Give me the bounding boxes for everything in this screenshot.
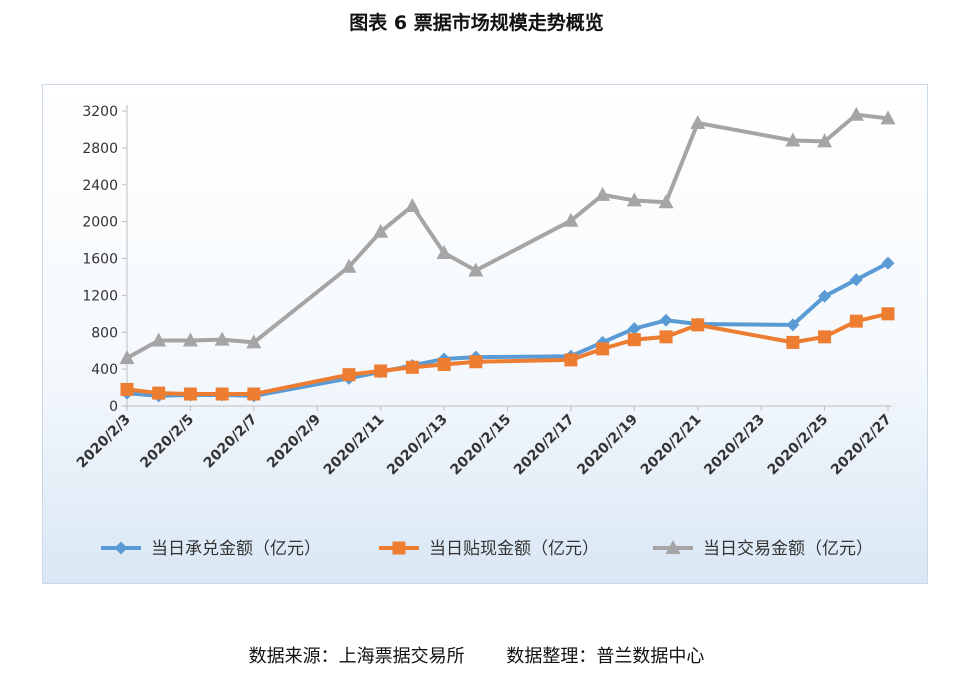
- data-compiler: 数据整理：普兰数据中心: [506, 646, 705, 667]
- data-point-2: [246, 334, 262, 349]
- data-point-2: [119, 350, 135, 365]
- data-point-1: [342, 368, 356, 382]
- x-tick-label: 2020/2/11: [321, 412, 388, 479]
- data-point-1: [247, 387, 261, 401]
- data-point-2: [563, 212, 579, 227]
- legend-marker-1: [392, 541, 406, 555]
- data-point-2: [658, 194, 674, 209]
- x-tick-label: 2020/2/25: [765, 412, 832, 479]
- series-line-2: [125, 112, 890, 361]
- data-point-2: [373, 223, 389, 238]
- data-point-1: [786, 335, 800, 349]
- chart-title: 图表 6 票据市场规模走势概览: [349, 12, 604, 34]
- data-point-1: [183, 387, 197, 401]
- x-tick-label: 2020/2/21: [638, 412, 705, 479]
- data-point-0: [627, 322, 641, 336]
- x-tick-label: 2020/2/13: [384, 412, 451, 479]
- legend-label-2: 当日交易金额（亿元）: [703, 539, 873, 559]
- data-point-0: [659, 313, 673, 327]
- x-tick-label: 2020/2/7: [201, 412, 261, 472]
- data-source: 数据来源：上海票据交易所: [248, 646, 465, 667]
- x-tick-label: 2020/2/15: [448, 412, 515, 479]
- data-point-2: [595, 186, 611, 201]
- series-line-0: [125, 261, 890, 398]
- data-point-2: [151, 332, 167, 347]
- y-tick-label: 1600: [82, 252, 118, 268]
- data-point-0: [881, 256, 895, 270]
- x-tick-label: 2020/2/5: [137, 412, 197, 472]
- data-point-1: [564, 353, 578, 367]
- data-point-1: [437, 358, 451, 372]
- data-point-1: [659, 330, 673, 344]
- data-point-1: [849, 314, 863, 328]
- data-point-1: [215, 387, 229, 401]
- data-point-1: [596, 342, 610, 356]
- data-point-2: [468, 262, 484, 277]
- data-point-2: [214, 331, 230, 346]
- data-point-2: [880, 110, 896, 125]
- x-tick-label: 2020/2/23: [701, 412, 768, 479]
- data-point-2: [785, 132, 801, 147]
- data-point-0: [786, 318, 800, 332]
- x-tick-label: 2020/2/19: [574, 412, 641, 479]
- y-tick-label: 3200: [82, 104, 118, 120]
- data-point-1: [881, 307, 895, 321]
- legend-label-0: 当日承兑金额（亿元）: [151, 539, 321, 559]
- chart-panel: 0 400 800 1200 1600 2000 2400 2800 3200 2020/2/3 2…: [42, 84, 928, 584]
- x-tick-label: 2020/2/27: [828, 412, 895, 479]
- x-tick-label: 2020/2/9: [264, 412, 324, 472]
- data-point-2: [848, 106, 864, 121]
- data-point-2: [341, 258, 357, 273]
- data-point-1: [469, 355, 483, 369]
- y-tick-label: 2400: [82, 178, 118, 194]
- data-point-1: [818, 330, 832, 344]
- data-point-0: [849, 273, 863, 287]
- y-tick-label: 0: [109, 399, 118, 415]
- source-note: 数据来源：上海票据交易所 数据整理：普兰数据中心: [0, 642, 953, 668]
- y-tick-label: 2800: [82, 141, 118, 157]
- data-point-2: [436, 244, 452, 259]
- x-tick-label: 2020/2/17: [511, 412, 578, 479]
- data-point-1: [152, 386, 166, 400]
- legend-marker-0: [114, 541, 128, 555]
- data-point-2: [182, 332, 198, 347]
- data-point-1: [120, 382, 134, 396]
- y-tick-label: 400: [91, 362, 118, 378]
- data-point-2: [690, 114, 706, 129]
- data-point-0: [818, 289, 832, 303]
- legend-label-1: 当日贴现金额（亿元）: [429, 539, 599, 559]
- data-point-1: [627, 333, 641, 347]
- data-point-1: [405, 360, 419, 374]
- x-tick-label: 2020/2/3: [74, 412, 134, 472]
- y-tick-label: 1200: [82, 288, 118, 304]
- data-point-2: [404, 197, 420, 212]
- data-point-1: [691, 318, 705, 332]
- data-point-2: [626, 192, 642, 207]
- data-point-2: [817, 133, 833, 148]
- y-tick-label: 2000: [82, 215, 118, 231]
- legend-marker-2: [665, 540, 681, 554]
- data-point-1: [374, 364, 388, 378]
- y-tick-label: 800: [91, 325, 118, 341]
